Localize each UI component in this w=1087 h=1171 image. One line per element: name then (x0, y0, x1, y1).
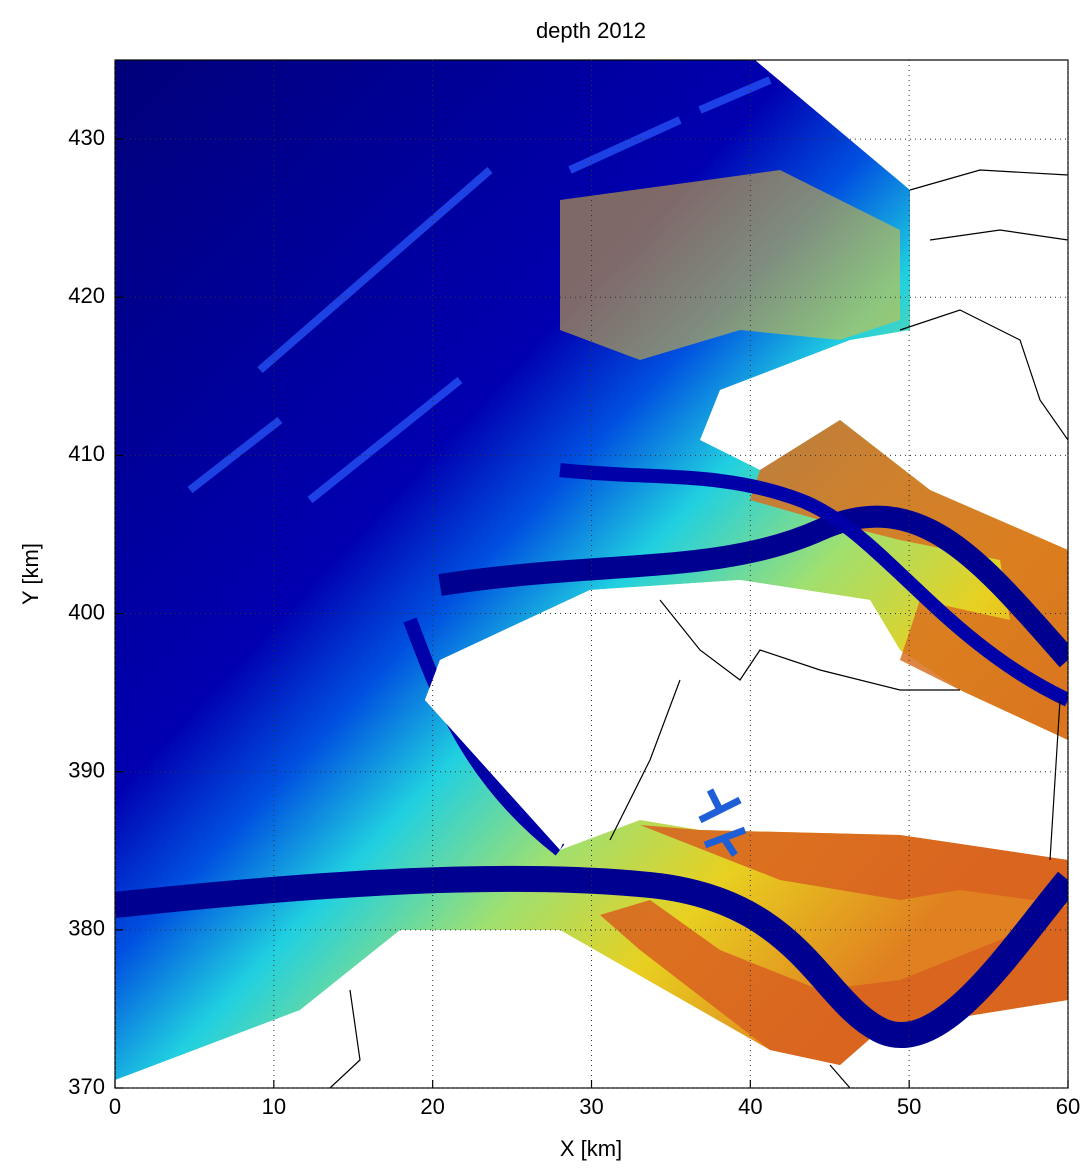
y-tick-label: 390 (68, 758, 105, 783)
x-tick-label: 30 (579, 1094, 603, 1119)
y-tick-label: 380 (68, 916, 105, 941)
chart: 0 10 20 30 40 50 60 370 380 390 400 410 420 430 depth… (0, 0, 1087, 1171)
x-axis-label: X [km] (560, 1136, 622, 1161)
x-tick-label: 0 (109, 1094, 121, 1119)
x-tick-label: 40 (738, 1094, 762, 1119)
y-tick-label: 420 (68, 283, 105, 308)
x-tick-label: 20 (420, 1094, 444, 1119)
y-tick-label: 430 (68, 125, 105, 150)
x-tick-label: 50 (897, 1094, 921, 1119)
y-tick-label: 370 (68, 1074, 105, 1099)
x-tick-label: 10 (262, 1094, 286, 1119)
x-tick-label: 60 (1056, 1094, 1080, 1119)
y-tick-label: 410 (68, 441, 105, 466)
y-tick-label: 400 (68, 599, 105, 624)
chart-title: depth 2012 (536, 18, 646, 43)
y-axis-label: Y [km] (18, 543, 43, 605)
